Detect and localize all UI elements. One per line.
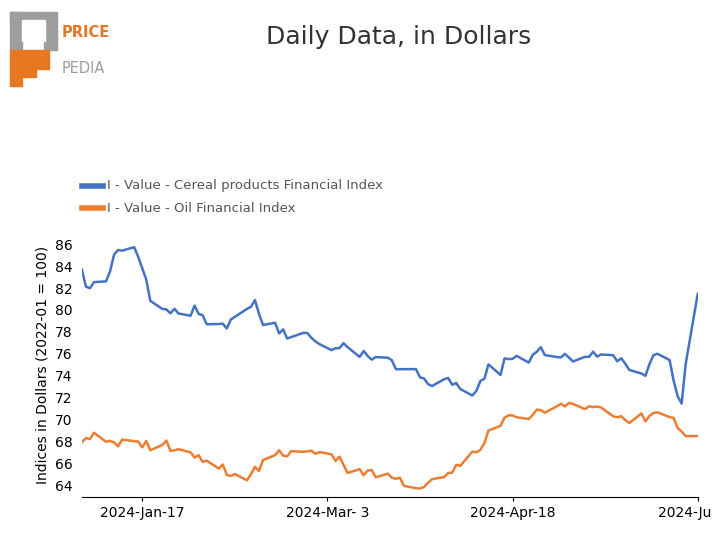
Text: I - Value - Cereal products Financial Index: I - Value - Cereal products Financial In… (107, 179, 383, 193)
Text: PRICE: PRICE (62, 25, 110, 40)
Y-axis label: Indices in Dollars (2022-01 = 100): Indices in Dollars (2022-01 = 100) (36, 246, 50, 484)
Text: Daily Data, in Dollars: Daily Data, in Dollars (266, 25, 531, 49)
Text: I - Value - Oil Financial Index: I - Value - Oil Financial Index (107, 201, 295, 215)
Bar (10, 12, 57, 19)
Text: PEDIA: PEDIA (62, 61, 105, 76)
Bar (44, 19, 57, 49)
Bar (10, 49, 22, 85)
Bar (37, 49, 49, 69)
Bar (23, 49, 36, 77)
Bar (22, 19, 44, 41)
Bar (10, 12, 22, 49)
